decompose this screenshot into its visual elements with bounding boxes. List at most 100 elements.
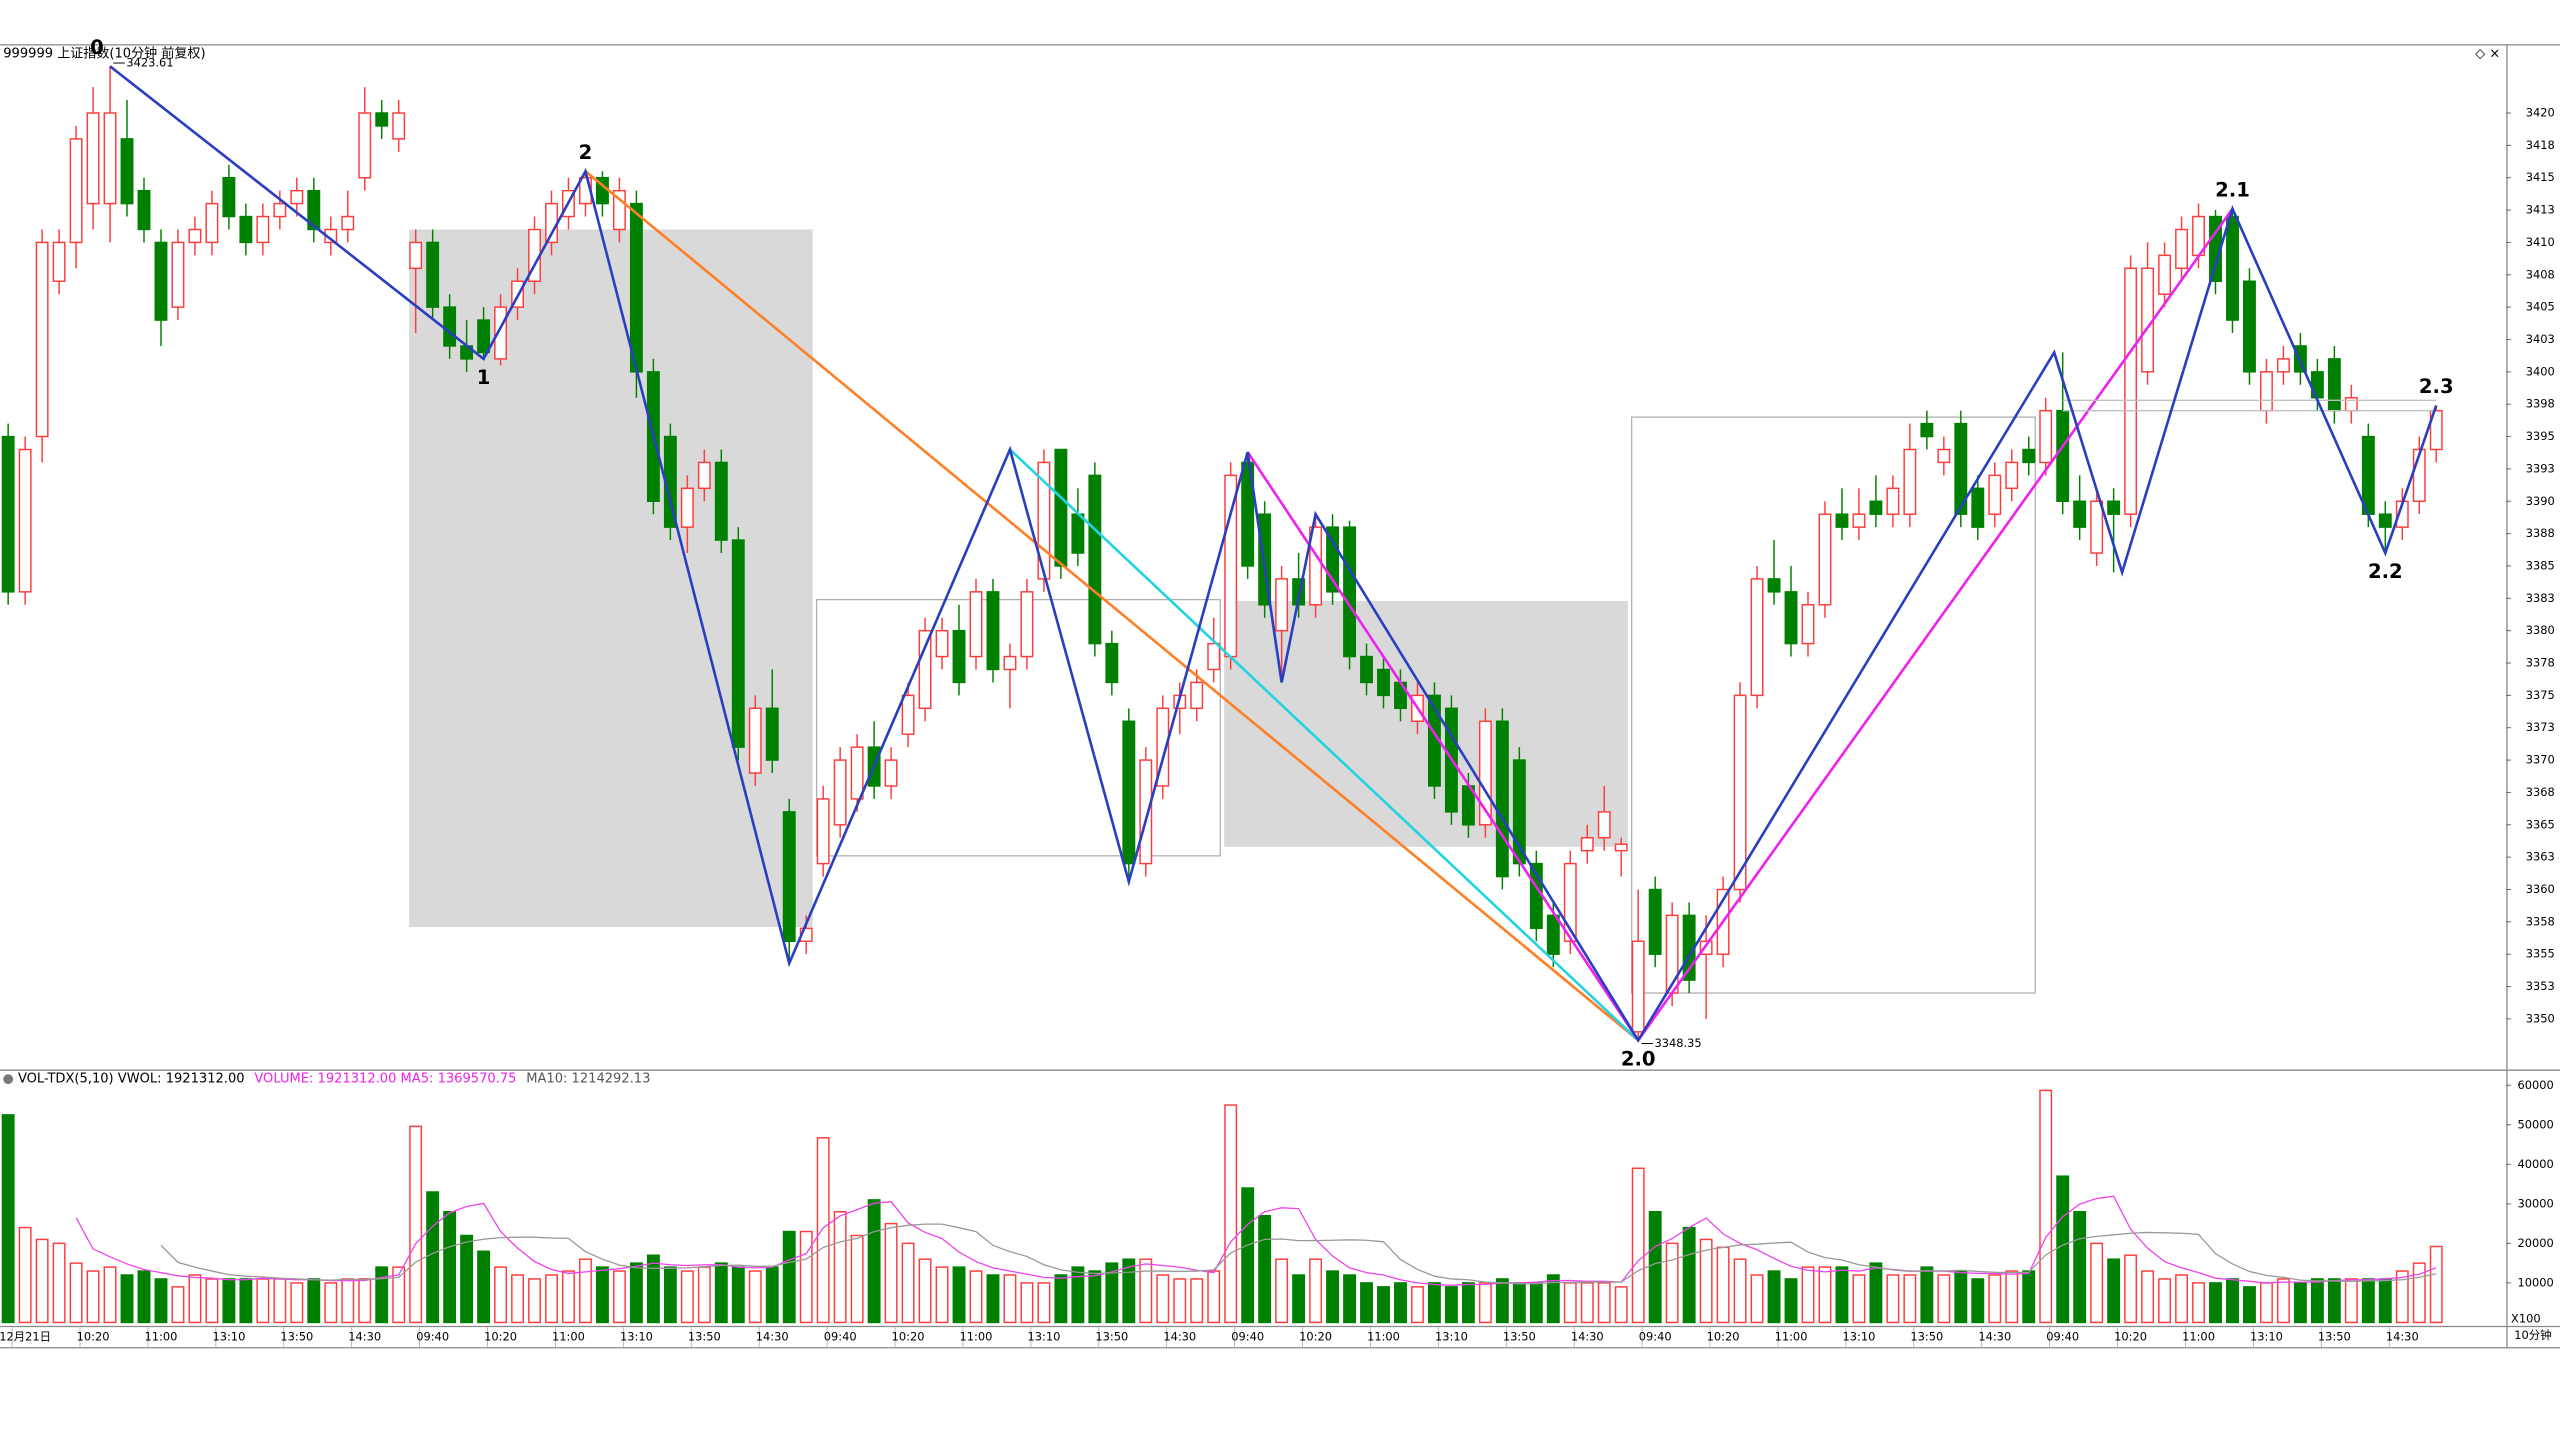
x-tick-label: 13:10 — [620, 1330, 653, 1344]
volume-bar — [1512, 1282, 1526, 1324]
candle-body — [52, 241, 66, 282]
volume-bar — [358, 1278, 372, 1324]
candle-body — [1275, 578, 1289, 632]
x-tick-label: 10:20 — [892, 1330, 925, 1344]
candle-body — [1546, 914, 1560, 955]
volume-bar — [1054, 1274, 1068, 1324]
candle-body — [1377, 668, 1390, 697]
candle-body — [2107, 500, 2121, 515]
candle-body — [714, 461, 728, 541]
trend-line — [1009, 448, 1640, 1042]
x-tick-label: 13:10 — [1027, 1330, 1060, 1344]
volume-bar — [494, 1266, 508, 1324]
trend-line — [584, 170, 1640, 1042]
volume-bar — [2090, 1242, 2104, 1324]
candle-body — [1801, 604, 1815, 645]
volume-bar — [612, 1270, 626, 1324]
volume-bar — [1444, 1286, 1458, 1324]
volume-bar — [1427, 1282, 1441, 1324]
y-tick-label: 3418 — [2526, 138, 2555, 152]
candle-body — [884, 759, 898, 787]
candle-body — [2378, 513, 2392, 528]
volume-bar — [1377, 1286, 1390, 1324]
candle-body — [2090, 500, 2104, 554]
volume-bar — [748, 1270, 762, 1324]
volume-bar — [222, 1278, 236, 1324]
volume-bar — [2327, 1278, 2341, 1324]
candle-body — [171, 241, 185, 308]
volume-bar — [1071, 1266, 1085, 1324]
x-tick-label: 11:00 — [1775, 1330, 1808, 1344]
y-tick-label: 3365 — [2526, 817, 2555, 831]
volume-bar — [884, 1222, 898, 1324]
volume-bar — [205, 1278, 219, 1324]
volume-bar — [1224, 1104, 1238, 1324]
candle-body — [952, 629, 966, 684]
volume-bar — [1818, 1266, 1832, 1324]
trend-line — [109, 65, 2438, 1043]
volume-bar — [1394, 1282, 1407, 1324]
candle-body — [494, 306, 508, 360]
volume-bar — [2073, 1211, 2087, 1324]
candle-body — [205, 202, 219, 244]
candle-body — [816, 798, 830, 865]
candle-body — [1852, 513, 1866, 528]
candle-body — [2039, 409, 2053, 464]
window-icons[interactable]: ◇ × — [2475, 46, 2500, 61]
volume-bar — [1937, 1274, 1951, 1324]
candle-body — [1563, 862, 1577, 942]
candle-body — [2158, 254, 2172, 295]
candle-body — [239, 215, 253, 244]
x-tick-label: 13:50 — [1910, 1330, 1943, 1344]
volume-bar — [952, 1266, 966, 1324]
volume-bar — [2344, 1278, 2358, 1324]
volume-bar — [2056, 1175, 2070, 1324]
volume-bar — [1461, 1282, 1475, 1324]
x-tick-label: 13:50 — [688, 1330, 721, 1344]
candle-body — [1037, 461, 1051, 580]
volume-bar — [392, 1266, 406, 1324]
candle-body — [782, 811, 796, 942]
x-tick-label: 13:10 — [2250, 1330, 2283, 1344]
volume-bar — [341, 1278, 355, 1324]
volume-bar — [1682, 1226, 1696, 1324]
volume-bar — [1597, 1282, 1611, 1324]
candle-body — [1886, 487, 1900, 515]
candle-body — [1003, 655, 1017, 671]
indicator-header: VOL-TDX(5,10) VWOL: 1921312.00 — [18, 1072, 245, 1087]
volume-bar — [2412, 1262, 2426, 1324]
x-tick-label: 10:20 — [1707, 1330, 1740, 1344]
candle-body — [1360, 655, 1373, 684]
candle-body — [1954, 422, 1968, 515]
volume-bar — [1869, 1262, 1883, 1324]
volume-bar — [2395, 1270, 2409, 1324]
candle-body — [918, 629, 932, 710]
volume-bar — [460, 1234, 474, 1324]
volume-bar — [171, 1286, 185, 1324]
volume-bar — [1258, 1214, 1272, 1324]
volume-bar — [1495, 1278, 1509, 1324]
volume-bar — [1241, 1187, 1255, 1324]
x-tick-label: 11:00 — [1367, 1330, 1400, 1344]
y-tick-label: 3420 — [2526, 106, 2555, 120]
candle-body — [1733, 694, 1747, 891]
candle-body — [1869, 500, 1883, 515]
volume-bar — [2175, 1274, 2188, 1324]
volume-bar — [595, 1266, 609, 1324]
y-tick-label: 50000 — [2518, 1117, 2554, 1131]
volume-ma — [160, 1223, 2437, 1285]
y-tick-label: 3368 — [2526, 785, 2555, 799]
x-tick-label: 09:40 — [2046, 1330, 2079, 1344]
volume-bar — [918, 1258, 932, 1324]
volume-bar — [52, 1242, 66, 1324]
volume-bar — [1292, 1274, 1306, 1324]
volume-bar — [1614, 1286, 1628, 1324]
x-tick-label: 13:10 — [212, 1330, 245, 1344]
volume-bar — [273, 1278, 287, 1324]
volume-bar — [375, 1266, 389, 1324]
candle-body — [2124, 267, 2138, 515]
volume-bar — [2429, 1245, 2443, 1324]
volume-bar — [1886, 1274, 1900, 1324]
candle-body — [765, 707, 779, 761]
